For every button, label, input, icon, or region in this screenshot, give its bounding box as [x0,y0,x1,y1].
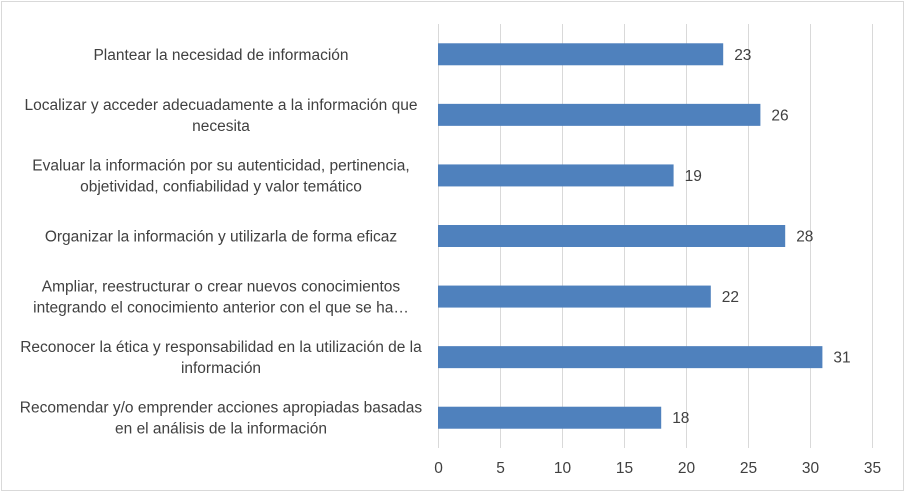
category-label-line: Ampliar, reestructurar o crear nuevos co… [42,279,401,296]
category-label-line: Reconocer la ética y responsabilidad en … [20,339,422,356]
x-tick-labels: 0 5 10 15 20 25 30 35 [434,460,881,477]
x-tick-label: 5 [496,460,505,477]
category-labels: Plantear la necesidad de información Loca… [20,47,423,438]
category-label: Recomendar y/o emprender acciones apropi… [20,400,423,438]
bar [438,164,674,187]
bar [438,346,823,369]
category-label-line: necesita [192,118,250,135]
x-tick-label: 35 [864,460,881,477]
data-label: 18 [672,410,689,427]
bar [438,43,724,66]
data-label: 28 [796,229,813,246]
category-label-line: Organizar la información y utilizarla de… [45,229,397,246]
category-label-line: objetividad, confiabilidad y valor temát… [80,178,362,195]
category-label: Ampliar, reestructurar o crear nuevos co… [33,279,409,317]
category-label: Plantear la necesidad de información [93,47,348,64]
category-label: Reconocer la ética y responsabilidad en … [20,339,422,377]
category-label-line: Localizar y acceder adecuadamente a la i… [25,97,418,114]
x-tick-label: 0 [434,460,443,477]
category-label-line: Recomendar y/o emprender acciones apropi… [20,400,423,417]
data-label: 31 [833,350,850,367]
category-label: Localizar y acceder adecuadamente a la i… [25,97,418,135]
category-label-line: información [181,360,261,377]
data-label: 26 [771,107,788,124]
bars [438,43,823,429]
category-label-line: en el análisis de la información [115,421,327,438]
data-label: 23 [734,47,751,64]
category-label: Organizar la información y utilizarla de… [45,229,397,246]
data-label: 19 [685,168,702,185]
data-labels: 23 26 19 28 22 31 18 [672,47,850,427]
data-label: 22 [722,289,739,306]
category-label-line: Plantear la necesidad de información [93,47,348,64]
category-label-line: Evaluar la información por su autenticid… [32,157,409,174]
category-label-line: integrando el conocimiento anterior con … [33,300,409,317]
bar [438,406,662,429]
bar [438,225,786,247]
x-tick-label: 25 [740,460,757,477]
bar [438,285,711,308]
x-tick-label: 15 [616,460,633,477]
x-tick-label: 10 [554,460,572,477]
x-tick-label: 20 [678,460,696,477]
category-label: Evaluar la información por su autenticid… [32,157,409,195]
x-tick-label: 30 [802,460,820,477]
bar [438,103,761,126]
